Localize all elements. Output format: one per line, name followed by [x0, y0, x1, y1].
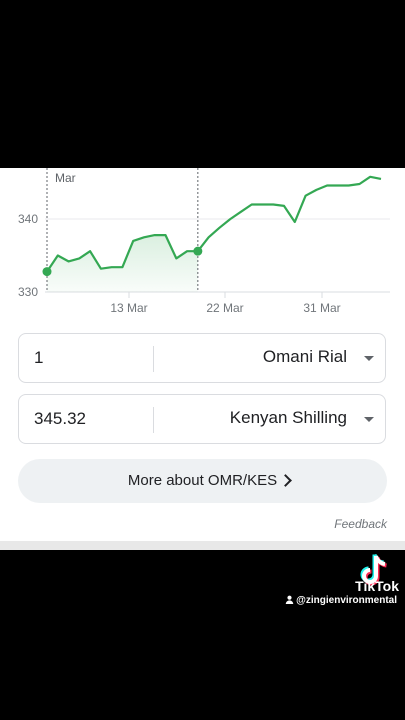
more-about-button[interactable]: More about OMR/KES — [18, 459, 387, 503]
creator-handle-text: @zingienvironmental — [296, 595, 397, 606]
dropdown-caret-icon[interactable] — [364, 356, 374, 361]
series-line — [46, 175, 382, 273]
y-tick-label: 330 — [18, 285, 38, 299]
to-currency-row: 345.32 Kenyan Shilling — [18, 394, 386, 444]
from-amount-input[interactable]: 1 — [34, 348, 44, 367]
from-currency-select[interactable]: Omani Rial — [262, 347, 347, 366]
user-icon — [285, 595, 294, 604]
dropdown-caret-icon[interactable] — [364, 417, 374, 422]
card-bottom-edge — [0, 541, 405, 550]
range-start-label: Mar — [55, 171, 76, 185]
tiktok-logo-icon — [360, 553, 387, 586]
currency-converter-card: 330 340 13 Mar 22 Mar 31 Mar Mar 1 Omani Rial… — [0, 168, 405, 550]
y-tick-label: 340 — [18, 212, 38, 226]
divider — [153, 407, 154, 433]
range-point — [193, 246, 203, 256]
x-tick-label: 31 Mar — [303, 301, 340, 315]
to-amount-input[interactable]: 345.32 — [34, 409, 86, 428]
divider — [153, 346, 154, 372]
creator-handle: @zingienvironmental — [285, 595, 397, 606]
x-tick-label: 22 Mar — [206, 301, 243, 315]
range-point — [42, 267, 52, 277]
to-currency-select[interactable]: Kenyan Shilling — [229, 408, 347, 427]
feedback-link[interactable]: Feedback — [334, 517, 387, 531]
more-about-label: More about OMR/KES — [127, 472, 278, 489]
x-tick-label: 13 Mar — [110, 301, 147, 315]
tiktok-wordmark: TikTok — [355, 578, 399, 594]
from-currency-row: 1 Omani Rial — [18, 333, 386, 383]
exchange-rate-chart[interactable]: 330 340 13 Mar 22 Mar 31 Mar Mar — [0, 168, 405, 328]
selected-range-fill — [47, 235, 198, 292]
